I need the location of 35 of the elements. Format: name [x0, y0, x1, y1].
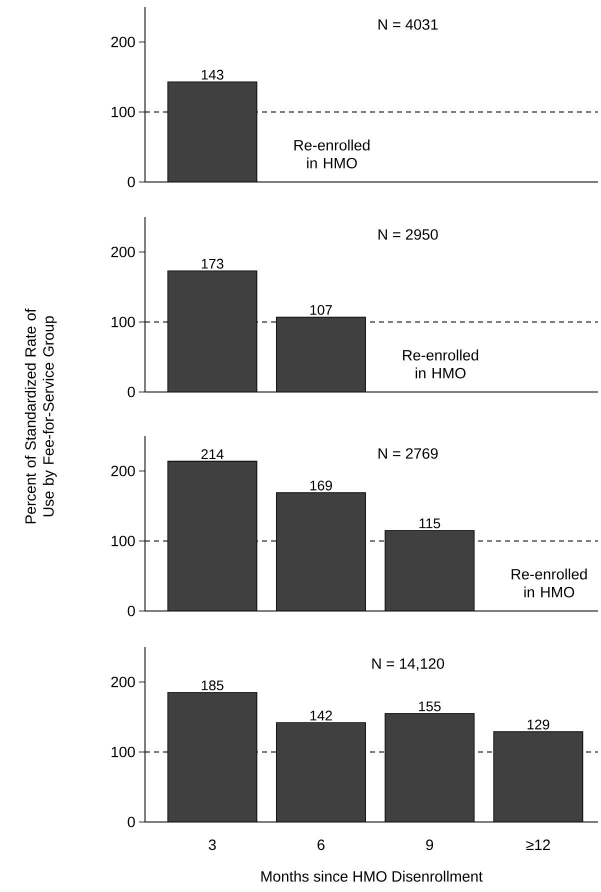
data-label: 169: [310, 480, 332, 490]
annotation: N = 4031: [378, 19, 438, 30]
y-tick-label: 0: [128, 606, 135, 616]
x-tick-label: 9: [426, 840, 434, 850]
y-tick-label: 200: [111, 36, 135, 48]
data-label: 129: [528, 720, 550, 730]
x-tick-label: 6: [318, 840, 324, 850]
data-label: 185: [202, 680, 224, 690]
annotation: Re-enrolled in HMO: [403, 350, 478, 378]
annotation: N = 14,120: [372, 658, 444, 671]
y-tick-label: 100: [112, 106, 135, 118]
y-tick-label: 100: [112, 316, 135, 328]
y-tick-label: 100: [112, 536, 135, 546]
data-label: 214: [201, 449, 224, 459]
y-tick-label: 100: [112, 746, 135, 758]
data-label: 143: [202, 70, 224, 80]
y-tick-label: 0: [128, 816, 135, 828]
y-axis-title: Percent of Standardized Rate of Use by Fee-for-Service Group: [24, 308, 57, 524]
data-label: 107: [310, 305, 332, 315]
data-label: 115: [420, 518, 440, 528]
y-tick-label: 0: [128, 176, 135, 188]
y-tick-label: 200: [111, 466, 135, 476]
annotation: N = 2769: [378, 448, 438, 459]
x-tick-label: ≥12: [526, 840, 550, 850]
annotation: Re-enrolled in HMO: [294, 140, 370, 168]
y-tick-label: 200: [111, 676, 135, 688]
y-tick-label: 200: [111, 246, 135, 258]
data-label: 155: [419, 702, 441, 712]
annotation: N = 2950: [378, 229, 438, 240]
data-label: 142: [310, 710, 332, 720]
annotation: Re-enrolled in HMO: [512, 568, 587, 598]
x-tick-label: 3: [208, 840, 216, 850]
y-tick-label: 0: [128, 386, 135, 398]
data-label: 173: [202, 258, 224, 269]
x-axis-title: Months since HMO Disenrollment: [261, 870, 483, 882]
